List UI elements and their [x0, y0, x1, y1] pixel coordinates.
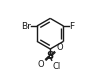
Text: S: S: [47, 51, 54, 61]
Text: O: O: [38, 60, 44, 69]
Text: O: O: [56, 43, 63, 52]
Bar: [49, 54, 52, 57]
Text: Cl: Cl: [52, 62, 60, 71]
Text: Br: Br: [21, 22, 31, 30]
Text: F: F: [69, 22, 74, 30]
